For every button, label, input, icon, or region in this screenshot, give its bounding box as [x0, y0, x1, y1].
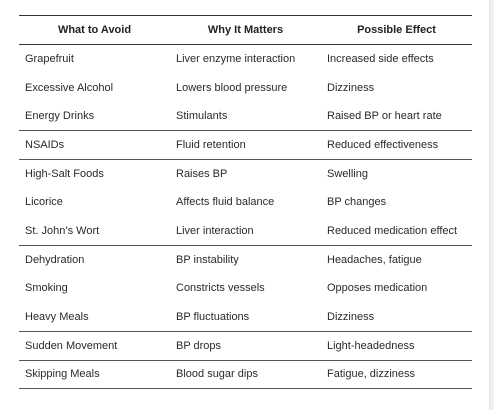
- cell-avoid: Licorice: [25, 196, 63, 209]
- table-row: St. John’s Wort Liver interaction Reduce…: [19, 217, 472, 246]
- cell-avoid: High-Salt Foods: [25, 167, 104, 180]
- cell-why: BP instability: [176, 253, 239, 266]
- cell-avoid: Skipping Meals: [25, 368, 100, 381]
- column-header-what-to-avoid: What to Avoid: [57, 24, 132, 36]
- column-header-possible-effect: Possible Effect: [357, 24, 436, 36]
- window-edge: [489, 0, 494, 410]
- cell-avoid: Heavy Meals: [25, 310, 89, 323]
- cell-avoid: Energy Drinks: [25, 109, 95, 122]
- cell-why: Stimulants: [176, 109, 228, 122]
- cell-why: Raises BP: [176, 167, 228, 180]
- cell-effect: Opposes medication: [327, 282, 428, 295]
- cell-avoid: Grapefruit: [25, 53, 74, 66]
- table-row: Heavy Meals BP fluctuations Dizziness: [19, 303, 472, 332]
- table-row: Licorice Affects fluid balance BP change…: [19, 188, 472, 217]
- cell-why: Lowers blood pressure: [176, 81, 288, 94]
- cell-effect: Reduced medication effect: [327, 224, 458, 237]
- cell-effect: Swelling: [327, 167, 368, 180]
- table-row: NSAIDs Fluid retention Reduced effective…: [19, 130, 472, 160]
- cell-effect: Dizziness: [327, 81, 375, 94]
- cell-avoid: Sudden Movement: [25, 339, 118, 352]
- table-row: Energy Drinks Stimulants Raised BP or he…: [19, 102, 472, 131]
- cell-why: Blood sugar dips: [176, 368, 258, 381]
- avoidance-table: What to Avoid Why It Matters Possible Ef…: [19, 15, 472, 389]
- table-header-row: What to Avoid Why It Matters Possible Ef…: [19, 15, 472, 45]
- cell-why: BP drops: [176, 339, 222, 352]
- cell-avoid: Smoking: [25, 282, 68, 295]
- cell-avoid: Excessive Alcohol: [25, 81, 114, 94]
- cell-why: Liver enzyme interaction: [176, 53, 296, 66]
- cell-effect: Dizziness: [327, 310, 375, 323]
- table-row: Excessive Alcohol Lowers blood pressure …: [19, 73, 472, 102]
- table-row: Smoking Constricts vessels Opposes medic…: [19, 274, 472, 303]
- column-header-why-it-matters: Why It Matters: [207, 24, 284, 36]
- table-row: Sudden Movement BP drops Light-headednes…: [19, 331, 472, 360]
- cell-why: Liver interaction: [176, 224, 254, 237]
- cell-avoid: Dehydration: [25, 253, 85, 266]
- cell-why: Affects fluid balance: [176, 196, 275, 209]
- table-row: High-Salt Foods Raises BP Swelling: [19, 159, 472, 188]
- cell-effect: Raised BP or heart rate: [327, 109, 442, 122]
- cell-avoid: NSAIDs: [25, 138, 65, 151]
- cell-why: Fluid retention: [176, 138, 246, 151]
- cell-effect: Fatigue, dizziness: [327, 368, 416, 381]
- cell-effect: BP changes: [327, 196, 387, 209]
- cell-why: Constricts vessels: [176, 282, 265, 295]
- cell-effect: Increased side effects: [327, 53, 434, 66]
- table-row: Dehydration BP instability Headaches, fa…: [19, 245, 472, 274]
- table-row: Skipping Meals Blood sugar dips Fatigue,…: [19, 360, 472, 389]
- cell-effect: Reduced effectiveness: [327, 138, 439, 151]
- cell-why: BP fluctuations: [176, 310, 250, 323]
- cell-effect: Headaches, fatigue: [327, 253, 422, 266]
- cell-avoid: St. John’s Wort: [25, 224, 100, 237]
- cell-effect: Light-headedness: [327, 339, 415, 352]
- table-row: Grapefruit Liver enzyme interaction Incr…: [19, 45, 472, 74]
